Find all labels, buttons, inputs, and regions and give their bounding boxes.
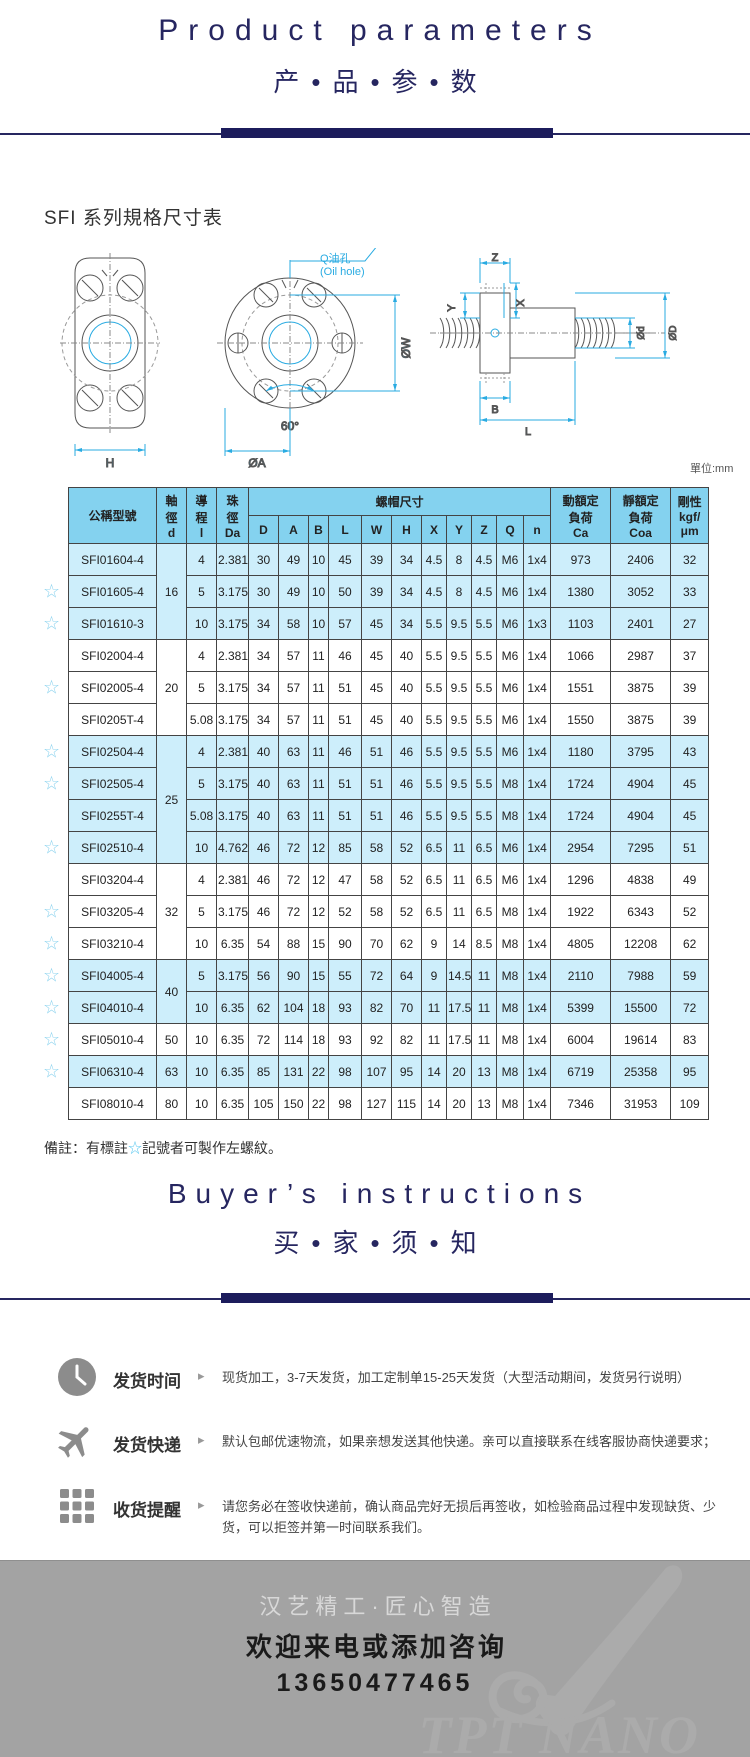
svg-text:ØD: ØD bbox=[668, 326, 679, 341]
svg-text:ØA: ØA bbox=[248, 456, 265, 470]
svg-text:L: L bbox=[525, 426, 531, 438]
svg-text:H: H bbox=[106, 456, 115, 470]
svg-text:ØW: ØW bbox=[399, 337, 413, 358]
svg-text:Z: Z bbox=[492, 252, 499, 264]
svg-text:Y: Y bbox=[446, 304, 458, 312]
svg-text:B: B bbox=[491, 404, 498, 416]
svg-text:Ød: Ød bbox=[636, 326, 647, 339]
svg-text:X: X bbox=[515, 299, 527, 307]
svg-text:TPT NANO: TPT NANO bbox=[419, 1705, 700, 1757]
